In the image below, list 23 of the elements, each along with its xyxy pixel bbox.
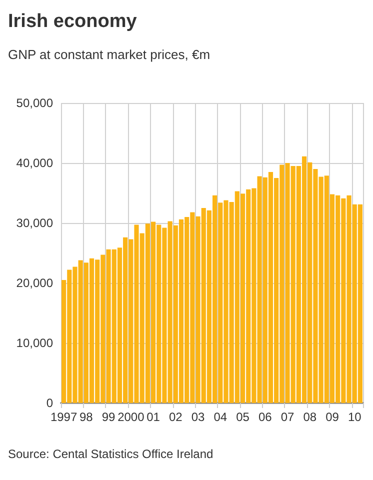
x-tick-label: 06 bbox=[258, 410, 272, 424]
y-tick-label: 40,000 bbox=[16, 156, 54, 170]
y-tick-label: 0 bbox=[46, 396, 54, 410]
x-tick-label: 98 bbox=[79, 410, 94, 424]
y-tick-label: 10,000 bbox=[16, 336, 54, 350]
x-tick-label: 03 bbox=[191, 410, 206, 424]
x-tick-label: 01 bbox=[146, 410, 160, 424]
source-note: Source: Cental Statistics Office Ireland bbox=[8, 447, 214, 461]
x-tick-label: 04 bbox=[214, 410, 228, 424]
x-tick-label: 02 bbox=[168, 410, 183, 424]
y-tick-label: 30,000 bbox=[16, 216, 54, 230]
x-tick-label: 05 bbox=[236, 410, 250, 424]
x-tick-label: 99 bbox=[102, 410, 116, 424]
x-tick-label: 10 bbox=[348, 410, 362, 424]
x-tick-label: 09 bbox=[326, 410, 340, 424]
x-tick-label: 1997 bbox=[50, 410, 78, 424]
y-tick-label: 50,000 bbox=[16, 96, 54, 110]
x-tick-label: 2000 bbox=[118, 410, 145, 424]
x-tick-label: 07 bbox=[280, 410, 294, 424]
chart-subtitle: GNP at constant market prices, €m bbox=[8, 47, 210, 62]
chart-title: Irish economy bbox=[8, 11, 138, 32]
y-tick-label: 20,000 bbox=[16, 276, 54, 290]
x-tick-label: 08 bbox=[303, 410, 317, 424]
